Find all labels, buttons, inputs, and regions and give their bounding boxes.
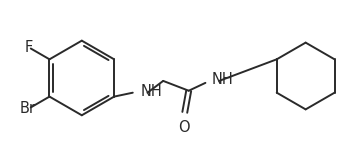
Text: NH: NH xyxy=(141,84,162,99)
Text: NH: NH xyxy=(211,72,233,87)
Text: O: O xyxy=(178,120,190,135)
Text: F: F xyxy=(25,40,33,55)
Text: Br: Br xyxy=(19,101,35,116)
